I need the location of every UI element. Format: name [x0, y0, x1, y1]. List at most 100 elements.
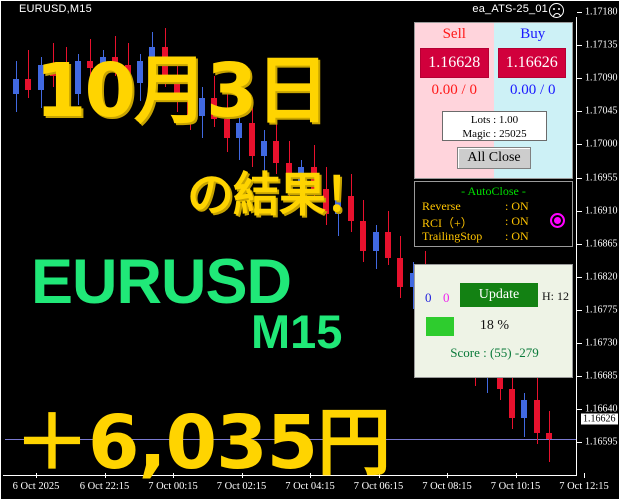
- candle-body: [360, 221, 367, 251]
- sell-price-button[interactable]: 1.16628: [420, 48, 489, 78]
- candle-body: [323, 188, 329, 215]
- chart-titlebar: EURUSD,M15 ea_ATS-25_01: [1, 1, 576, 19]
- ea-name-label: ea_ATS-25_01: [472, 3, 548, 15]
- time-tick: [447, 473, 448, 478]
- autoclose-title: - AutoClose -: [461, 184, 526, 198]
- price-tick-label: 1.17000: [585, 138, 618, 150]
- buy-pl-value: 0.00 / 0: [510, 82, 556, 98]
- price-tick: [577, 409, 582, 411]
- candle-body: [112, 57, 119, 65]
- candle-body: [285, 163, 292, 186]
- time-axis[interactable]: 6 Oct 2025 6 Oct 22:15 7 Oct 00:15 7 Oct 02…: [1, 473, 609, 500]
- trade-panel[interactable]: Sell 1.16628 0.00 / 0 Buy 1.16626 0.00 /…: [414, 22, 573, 179]
- candle-body: [347, 195, 354, 222]
- time-tick: [241, 473, 243, 478]
- candle-body: [25, 79, 32, 91]
- update-button[interactable]: Update: [460, 283, 538, 307]
- time-tick-label: 7 Oct 10:15: [490, 481, 541, 492]
- candle-wick: [66, 46, 67, 102]
- candle-body: [236, 123, 243, 138]
- price-tick: [577, 376, 582, 378]
- autoclose-row-reverse: Reverse : ON: [422, 199, 560, 214]
- magic-label: Magic : 25025: [462, 128, 527, 140]
- price-tick-label: 1.17090: [585, 72, 618, 84]
- update-panel[interactable]: 0 0 Update H: 12 18 % Score : (55) -279: [414, 264, 573, 378]
- sell-pl-value: 0.00 / 0: [431, 82, 477, 98]
- candle-body: [223, 119, 230, 138]
- time-tick: [378, 473, 380, 478]
- candle-body: [248, 123, 255, 156]
- candle-body: [149, 46, 156, 62]
- candle-body: [137, 61, 143, 83]
- time-tick-label: 6 Oct 22:15: [79, 481, 130, 492]
- price-tick-label: 1.17180: [585, 6, 618, 18]
- symbol-timeframe-label: EURUSD,M15: [19, 3, 92, 15]
- time-tick: [104, 473, 106, 478]
- candle-body: [62, 75, 69, 94]
- price-axis[interactable]: 1.17180 1.17135 1.17090 1.17045 1.17000 1.169…: [577, 1, 620, 479]
- price-tick-label: 1.16820: [585, 271, 618, 283]
- price-tick: [577, 111, 582, 113]
- price-tick-label: 1.16955: [585, 172, 618, 183]
- candle-body: [385, 232, 391, 258]
- candle-body: [13, 79, 19, 94]
- price-tick: [577, 276, 582, 278]
- time-tick: [173, 473, 174, 478]
- sell-side: Sell 1.16628 0.00 / 0: [415, 23, 494, 178]
- price-tick-label: 1.16910: [585, 205, 618, 217]
- candle-body: [521, 400, 528, 419]
- time-tick: [36, 473, 37, 478]
- price-tick: [577, 45, 582, 47]
- time-tick-label: 7 Oct 04:15: [285, 481, 335, 492]
- autoclose-key: TrailingStop: [422, 229, 483, 243]
- sell-title: Sell: [442, 26, 466, 42]
- price-tick: [577, 12, 582, 13]
- candle-body: [298, 166, 305, 186]
- lots-magic-box[interactable]: Lots : 1.00 Magic : 25025: [442, 111, 547, 141]
- price-tick: [577, 309, 582, 311]
- buy-price-button[interactable]: 1.16626: [497, 48, 566, 78]
- lots-label: Lots : 1.00: [470, 114, 519, 126]
- candle-body: [310, 166, 317, 189]
- score-label: Score : (55) -279: [450, 345, 539, 360]
- candle-wick: [103, 50, 104, 91]
- time-tick-label: 7 Oct 12:15: [559, 481, 609, 492]
- candle-body: [509, 389, 515, 419]
- candle-body: [533, 400, 540, 433]
- price-tick-label: 1.17045: [585, 105, 618, 117]
- price-tick: [577, 177, 582, 179]
- magenta-dot-icon[interactable]: [550, 213, 565, 228]
- price-tick: [577, 442, 582, 444]
- candle-body: [161, 46, 168, 76]
- candle-wick: [115, 35, 116, 76]
- candle-body: [273, 141, 280, 164]
- autoclose-panel[interactable]: - AutoClose - Reverse : ON RCI（+） : ON T…: [414, 181, 573, 247]
- autoclose-value: : ON: [505, 199, 529, 213]
- price-tick-label: 1.16865: [585, 238, 618, 250]
- candle-body: [199, 97, 205, 116]
- candle-body: [335, 195, 342, 215]
- candle-body: [546, 432, 553, 440]
- autoclose-key: Reverse: [422, 199, 461, 213]
- time-tick: [515, 473, 517, 478]
- candle-body: [261, 141, 267, 156]
- sad-face-icon[interactable]: [549, 3, 564, 18]
- autoclose-key: RCI（+）: [422, 216, 473, 230]
- candle-body: [75, 61, 81, 94]
- candle-body: [37, 64, 44, 91]
- price-tick-label: 1.17135: [585, 39, 618, 51]
- candle-body: [186, 101, 193, 116]
- current-price-label: 1.16626: [581, 413, 618, 425]
- all-close-button[interactable]: All Close: [457, 147, 531, 169]
- price-tick: [577, 343, 582, 344]
- candle-body: [372, 232, 379, 251]
- price-tick-label: 1.16595: [585, 436, 618, 448]
- candle-body: [87, 61, 94, 69]
- time-tick-label: 7 Oct 06:15: [353, 481, 404, 492]
- price-tick: [577, 78, 582, 80]
- candle-wick: [90, 39, 91, 80]
- price-tick: [577, 210, 582, 212]
- counter-a: 0: [425, 290, 432, 305]
